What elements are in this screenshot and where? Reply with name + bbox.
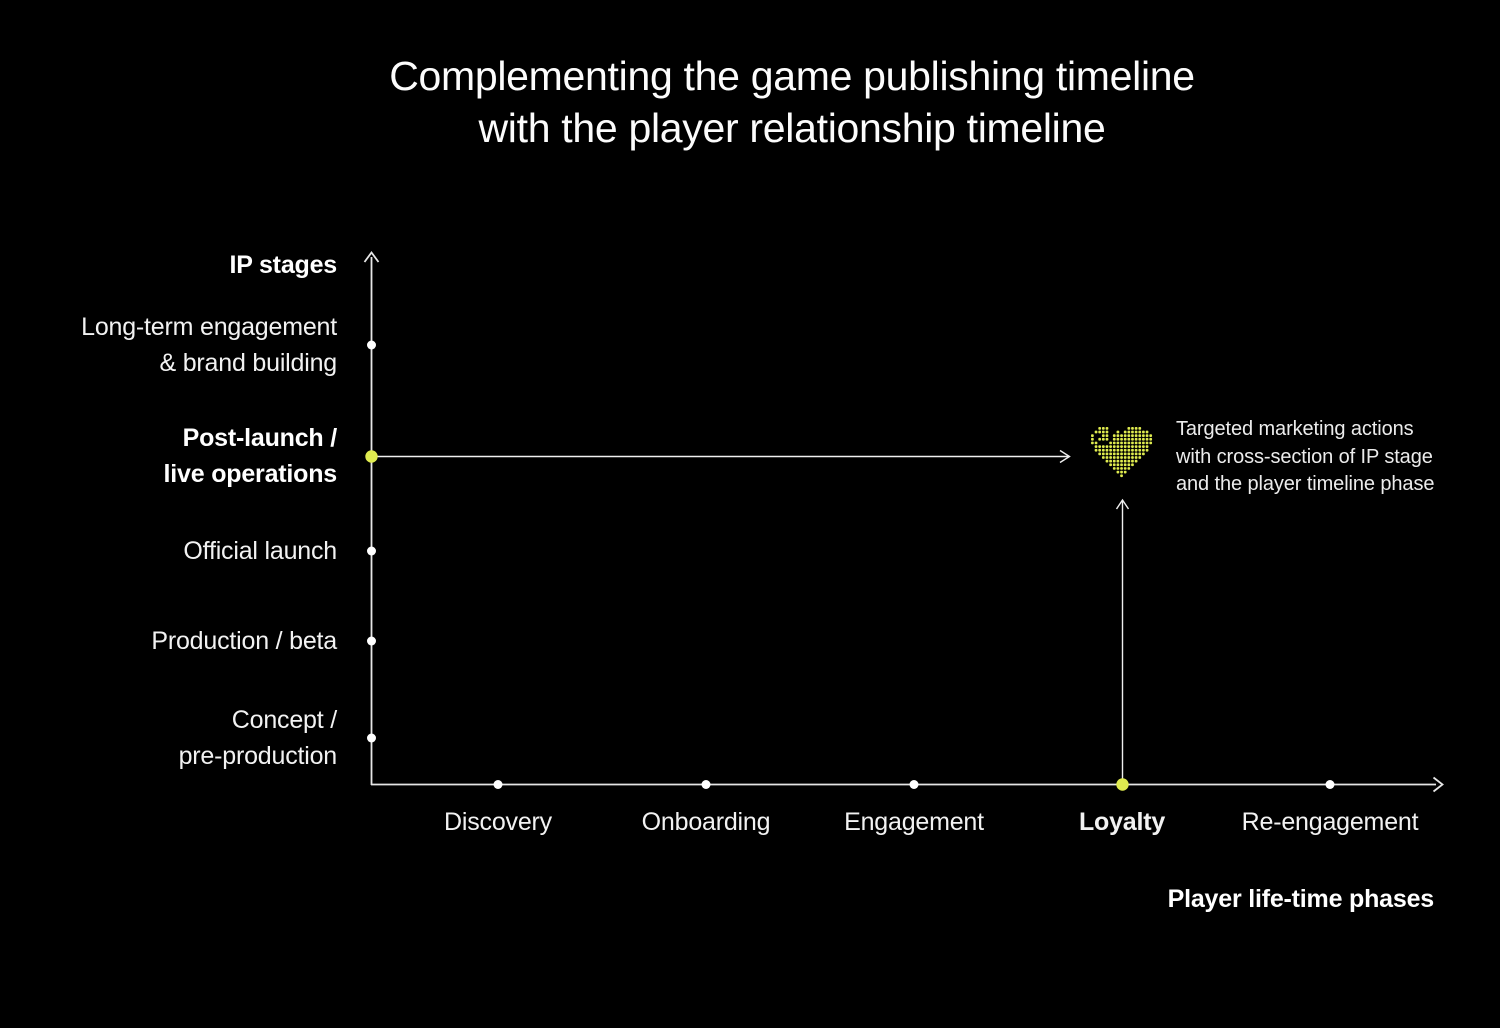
stage-arrowhead-icon bbox=[1059, 449, 1071, 464]
stage-marker bbox=[367, 546, 376, 556]
x-axis-arrowhead-icon bbox=[1432, 776, 1444, 793]
phase-marker-accent bbox=[1116, 778, 1129, 791]
phase-arrowhead-icon bbox=[1115, 498, 1130, 510]
stage-marker bbox=[367, 636, 376, 646]
marker-annotation: Targeted marketing actions with cross-se… bbox=[1176, 418, 1435, 495]
phase-label-loyalty: Loyalty bbox=[1078, 808, 1166, 836]
stage-marker bbox=[367, 733, 376, 743]
phase-marker bbox=[909, 780, 919, 789]
phase-label-discovery: Discovery bbox=[444, 808, 552, 836]
stage-label-concept: Concept / pre-production bbox=[178, 706, 338, 770]
phase-marker bbox=[493, 780, 503, 789]
stage-marker bbox=[367, 340, 376, 350]
stage-label-production-beta: Production / beta bbox=[151, 627, 337, 655]
stage-label-long-term: Long-term engagement & brand building bbox=[81, 313, 337, 377]
pixel-heart-icon bbox=[1091, 427, 1153, 483]
phase-label-re-engagement: Re-engagement bbox=[1241, 808, 1419, 836]
page-title: Complementing the game publishing timeli… bbox=[389, 53, 1195, 151]
phase-label-onboarding: Onboarding bbox=[641, 808, 771, 836]
stage-label-official-launch: Official launch bbox=[183, 537, 337, 565]
x-axis-title: Player life-time phases bbox=[1167, 885, 1435, 913]
phase-marker bbox=[701, 780, 711, 789]
phase-marker bbox=[1325, 780, 1335, 789]
y-axis-arrowhead-icon bbox=[363, 250, 380, 263]
stage-label-post-launch: Post-launch / live operations bbox=[163, 424, 338, 488]
phase-label-engagement: Engagement bbox=[844, 808, 984, 836]
y-axis-title: IP stages bbox=[229, 251, 337, 279]
stage-marker-accent bbox=[365, 450, 378, 463]
